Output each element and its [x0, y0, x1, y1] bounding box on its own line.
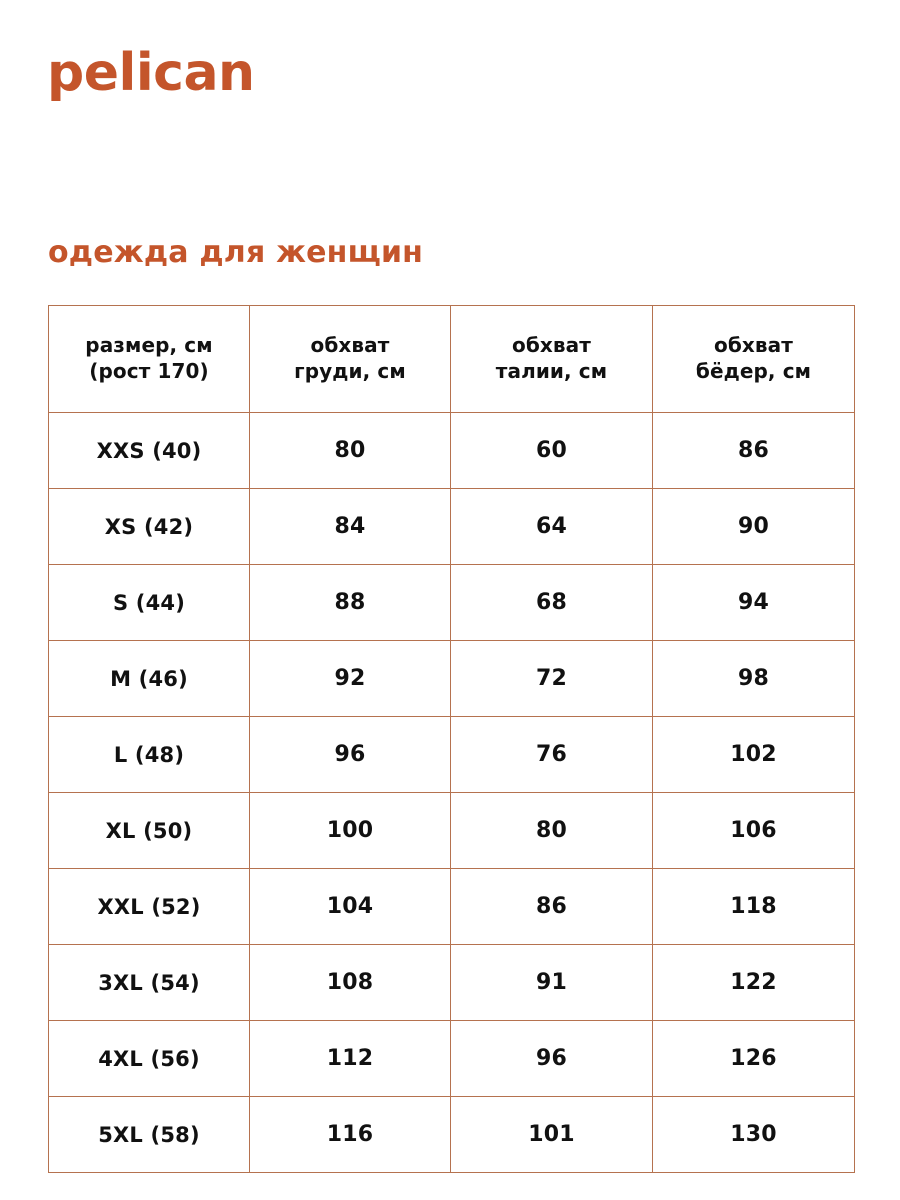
- cell-waist: 72: [450, 640, 653, 717]
- cell-chest: 100: [249, 792, 451, 869]
- cell-waist: 101: [450, 1096, 653, 1173]
- table-row: 4XL (56) 112 96 126: [48, 1020, 855, 1097]
- cell-chest: 104: [249, 868, 451, 945]
- cell-waist: 68: [450, 564, 653, 641]
- cell-hips: 130: [652, 1096, 855, 1173]
- cell-hips: 94: [652, 564, 855, 641]
- cell-size: S (44): [48, 564, 250, 641]
- cell-size: XS (42): [48, 488, 250, 565]
- column-header-hips: обхват бёдер, см: [652, 305, 855, 413]
- cell-size: XL (50): [48, 792, 250, 869]
- cell-size: XXS (40): [48, 412, 250, 489]
- table-row: 3XL (54) 108 91 122: [48, 944, 855, 1021]
- cell-chest: 80: [249, 412, 451, 489]
- column-header-waist-line2: талии, см: [495, 359, 608, 383]
- cell-hips: 118: [652, 868, 855, 945]
- page-title: одежда для женщин: [48, 235, 424, 271]
- cell-chest: 116: [249, 1096, 451, 1173]
- table-row: S (44) 88 68 94: [48, 564, 855, 641]
- table-row: XL (50) 100 80 106: [48, 792, 855, 869]
- cell-chest: 108: [249, 944, 451, 1021]
- column-header-hips-line1: обхват: [714, 333, 793, 358]
- column-header-size: размер, см (рост 170): [48, 305, 250, 413]
- cell-hips: 90: [652, 488, 855, 565]
- cell-size: L (48): [48, 716, 250, 793]
- cell-hips: 102: [652, 716, 855, 793]
- table-row: XXL (52) 104 86 118: [48, 868, 855, 945]
- cell-hips: 106: [652, 792, 855, 869]
- cell-size: 3XL (54): [48, 944, 250, 1021]
- pelican-logo: pelican: [47, 43, 255, 103]
- column-header-chest-line1: обхват: [310, 333, 390, 358]
- cell-waist: 96: [450, 1020, 653, 1097]
- cell-waist: 64: [450, 488, 653, 565]
- column-header-size-line1: размер, см: [85, 333, 213, 358]
- table-body: XXS (40) 80 60 86 XS (42) 84 64 90 S (44…: [48, 412, 855, 1173]
- column-header-waist-line1: обхват: [512, 333, 591, 358]
- cell-hips: 98: [652, 640, 855, 717]
- cell-chest: 96: [249, 716, 451, 793]
- size-chart-table: размер, см (рост 170) обхват груди, см о…: [48, 305, 855, 1173]
- cell-waist: 91: [450, 944, 653, 1021]
- table-row: L (48) 96 76 102: [48, 716, 855, 793]
- cell-chest: 88: [249, 564, 451, 641]
- column-header-chest-line2: груди, см: [294, 359, 406, 383]
- cell-size: 5XL (58): [48, 1096, 250, 1173]
- table-row: M (46) 92 72 98: [48, 640, 855, 717]
- cell-hips: 86: [652, 412, 855, 489]
- cell-waist: 86: [450, 868, 653, 945]
- column-header-size-line2: (рост 170): [89, 359, 209, 383]
- cell-waist: 76: [450, 716, 653, 793]
- cell-size: 4XL (56): [48, 1020, 250, 1097]
- cell-hips: 126: [652, 1020, 855, 1097]
- table-header: размер, см (рост 170) обхват груди, см о…: [48, 305, 855, 413]
- column-header-chest: обхват груди, см: [249, 305, 451, 413]
- column-header-hips-line2: бёдер, см: [695, 359, 812, 383]
- table-header-row: размер, см (рост 170) обхват груди, см о…: [48, 305, 855, 413]
- table-row: 5XL (58) 116 101 130: [48, 1096, 855, 1173]
- size-table-container: размер, см (рост 170) обхват груди, см о…: [48, 305, 855, 1173]
- cell-waist: 60: [450, 412, 653, 489]
- cell-hips: 122: [652, 944, 855, 1021]
- cell-chest: 112: [249, 1020, 451, 1097]
- cell-chest: 84: [249, 488, 451, 565]
- cell-size: M (46): [48, 640, 250, 717]
- table-row: XS (42) 84 64 90: [48, 488, 855, 565]
- cell-waist: 80: [450, 792, 653, 869]
- cell-size: XXL (52): [48, 868, 250, 945]
- cell-chest: 92: [249, 640, 451, 717]
- table-row: XXS (40) 80 60 86: [48, 412, 855, 489]
- column-header-waist: обхват талии, см: [450, 305, 653, 413]
